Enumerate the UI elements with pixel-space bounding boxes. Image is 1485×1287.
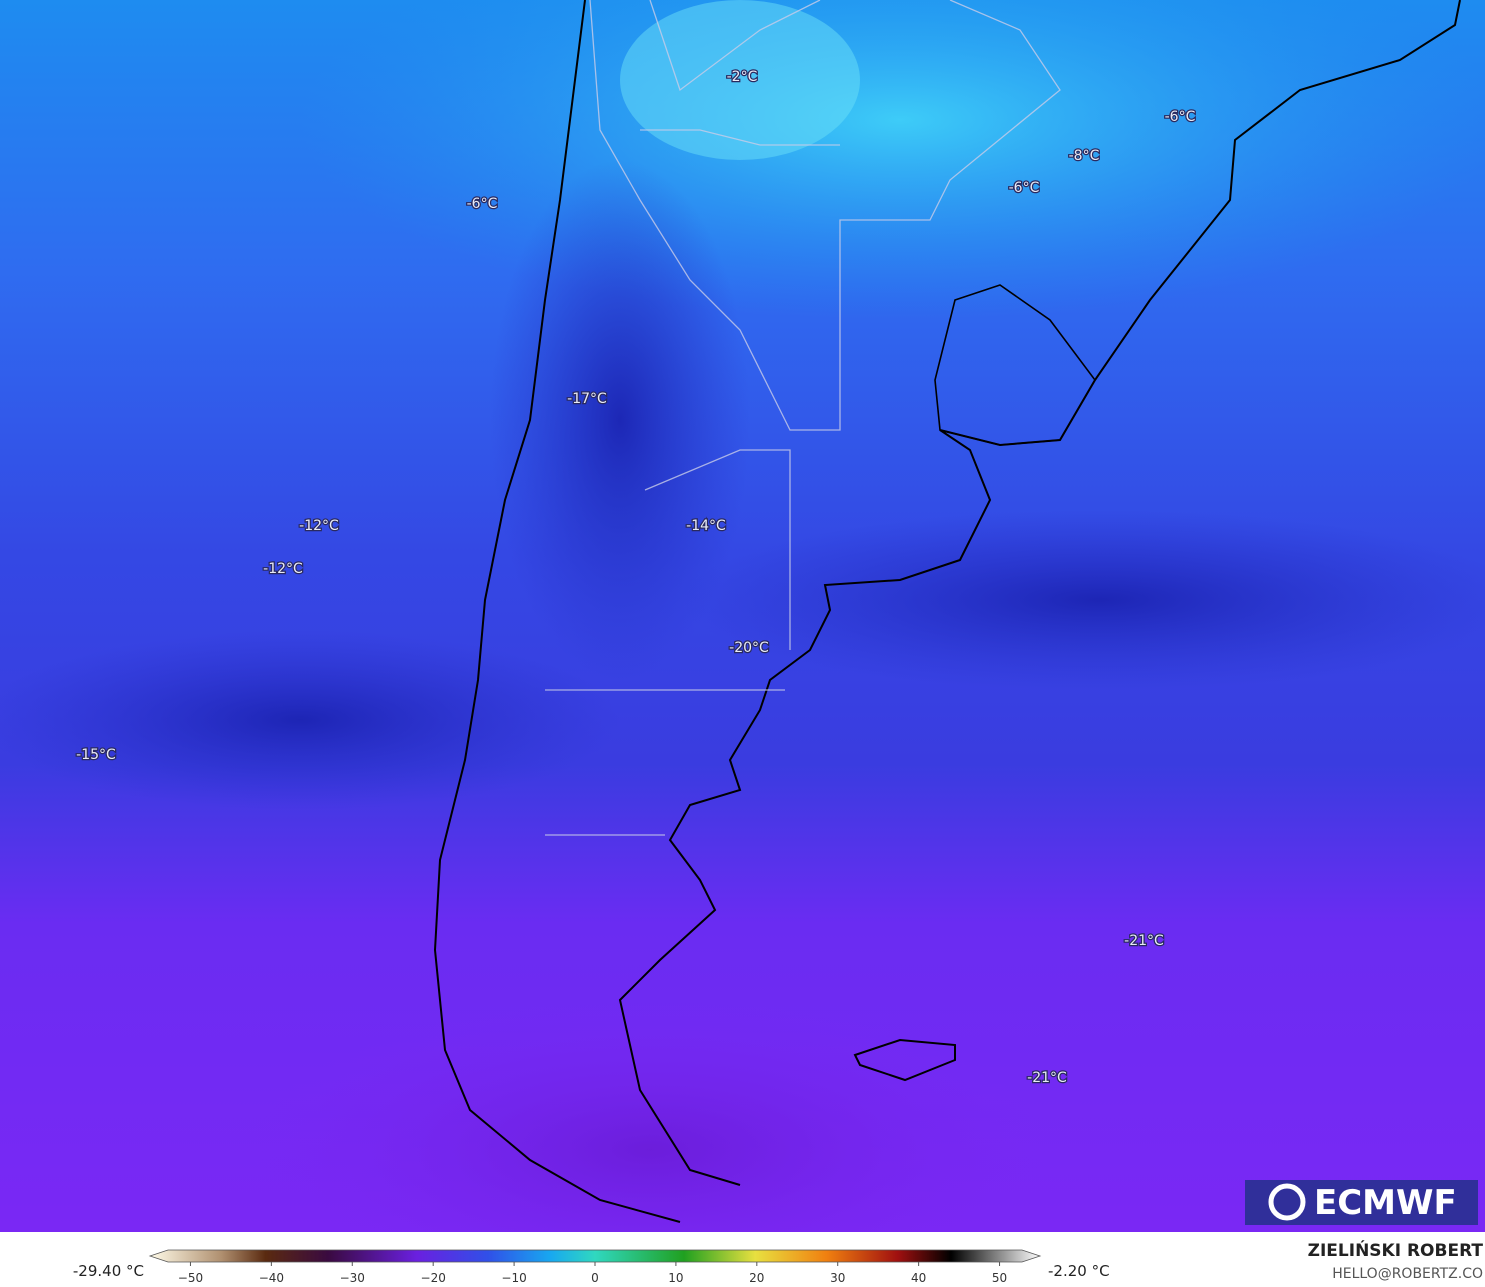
isotherm-label: -6°C bbox=[467, 196, 498, 212]
cold-region bbox=[490, 160, 750, 680]
colorbar-tick-label: −50 bbox=[178, 1271, 203, 1285]
isotherm-label: -2°C bbox=[727, 69, 758, 85]
colorbar-tick-label: −40 bbox=[259, 1271, 284, 1285]
coastline bbox=[618, 0, 1461, 1186]
colorbar-min: -29.40 °C bbox=[73, 1262, 144, 1280]
uruguay-outline bbox=[934, 284, 1096, 446]
cold-band bbox=[0, 630, 620, 810]
cold-core bbox=[250, 1000, 1050, 1287]
coastline bbox=[433, 0, 681, 1223]
isotherm-label: -6°C bbox=[1165, 109, 1196, 125]
colorbar-tick-label: 30 bbox=[830, 1271, 845, 1285]
credit-author: ZIELIŃSKI ROBERT bbox=[1308, 1239, 1484, 1261]
isotherm-label: -8°C bbox=[1069, 148, 1100, 164]
colorbar-max: -2.20 °C bbox=[1048, 1262, 1110, 1280]
isotherm-label: -12°C bbox=[263, 561, 303, 577]
colorbar-tick-label: −10 bbox=[501, 1271, 526, 1285]
isotherm-label: -21°C bbox=[1027, 1070, 1067, 1086]
colorbar-tick-label: 50 bbox=[992, 1271, 1007, 1285]
credit-contact: HELLO@ROBERTZ.CO bbox=[1332, 1266, 1483, 1282]
borders bbox=[545, 0, 1061, 836]
colorbar-tick-label: 40 bbox=[911, 1271, 926, 1285]
colorbar-tick-label: −20 bbox=[421, 1271, 446, 1285]
isotherm-label: -15°C bbox=[76, 747, 116, 763]
cold-band bbox=[680, 510, 1485, 690]
isotherm-label: -21°C bbox=[1124, 933, 1164, 949]
colorbar-tick-label: 20 bbox=[749, 1271, 764, 1285]
isotherm-label: -20°C bbox=[729, 640, 769, 656]
colorbar-tick-label: 0 bbox=[591, 1271, 599, 1285]
isotherm-label: -17°C bbox=[567, 391, 607, 407]
falkland-islands bbox=[853, 1038, 956, 1082]
isotherm-label: -6°C bbox=[1009, 180, 1040, 196]
colorbar bbox=[148, 1249, 1042, 1263]
colorbar-tick-label: 10 bbox=[668, 1271, 683, 1285]
isotherm-label: -14°C bbox=[686, 518, 726, 534]
isotherm-label: -12°C bbox=[299, 518, 339, 534]
colorbar-tick-label: −30 bbox=[340, 1271, 365, 1285]
logo-text: ECMWF bbox=[1314, 1183, 1457, 1223]
warm-core bbox=[620, 0, 860, 160]
logo-icon bbox=[1268, 1183, 1306, 1221]
